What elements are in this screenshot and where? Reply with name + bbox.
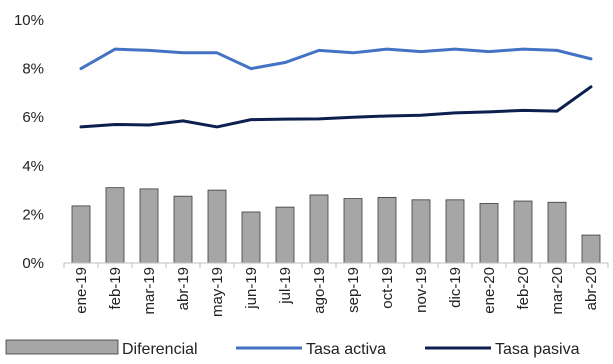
x-tick-label: oct-19 [379, 267, 396, 309]
x-tick-label: sep-19 [345, 267, 362, 313]
bar-diferencial [411, 199, 431, 264]
bar-diferencial [207, 189, 227, 264]
legend-label: Diferencial [122, 341, 198, 358]
bar-diferencial [513, 200, 533, 264]
bar-diferencial [581, 234, 601, 264]
x-tick-label: feb-19 [107, 267, 124, 310]
x-tick-label: nov-19 [413, 267, 430, 313]
x-tick-label: jul-19 [277, 267, 294, 305]
x-tick-label: abr-19 [175, 267, 192, 310]
y-tick-label: 6% [22, 109, 44, 126]
x-tick-label: ene-20 [481, 267, 498, 314]
x-tick-label: ago-19 [311, 267, 328, 314]
legend-label: Tasa activa [306, 341, 386, 358]
x-tick-label: ene-19 [73, 267, 90, 314]
y-tick-label: 2% [22, 206, 44, 223]
bar-diferencial [105, 187, 125, 264]
bar-diferencial [71, 205, 91, 264]
bar-diferencial [343, 198, 363, 264]
bar-diferencial [139, 188, 159, 264]
bar-diferencial [173, 195, 193, 264]
bar-diferencial [547, 201, 567, 264]
y-tick-label: 4% [22, 158, 44, 175]
x-tick-label: abr-20 [583, 267, 600, 310]
bar-diferencial [275, 206, 295, 264]
y-tick-label: 10% [14, 12, 44, 29]
line-tasa-activa [79, 47, 593, 71]
x-tick-label: may-19 [209, 267, 226, 317]
bar-diferencial [479, 203, 499, 264]
x-tick-label: mar-19 [141, 267, 158, 315]
line-tasa-pasiva [79, 85, 593, 129]
legend-label: Tasa pasiva [495, 341, 580, 358]
x-tick-label: dic-19 [447, 267, 464, 308]
bar-diferencial [377, 196, 397, 264]
x-tick-label: feb-20 [515, 267, 532, 310]
legend-swatch-diferencial [5, 339, 119, 355]
x-tick-label: mar-20 [549, 267, 566, 315]
y-tick-label: 8% [22, 61, 44, 78]
bar-diferencial [309, 194, 329, 264]
bar-diferencial [241, 211, 261, 264]
x-tick-label: jun-19 [243, 267, 260, 310]
bar-diferencial [445, 199, 465, 264]
y-tick-label: 0% [22, 255, 44, 272]
